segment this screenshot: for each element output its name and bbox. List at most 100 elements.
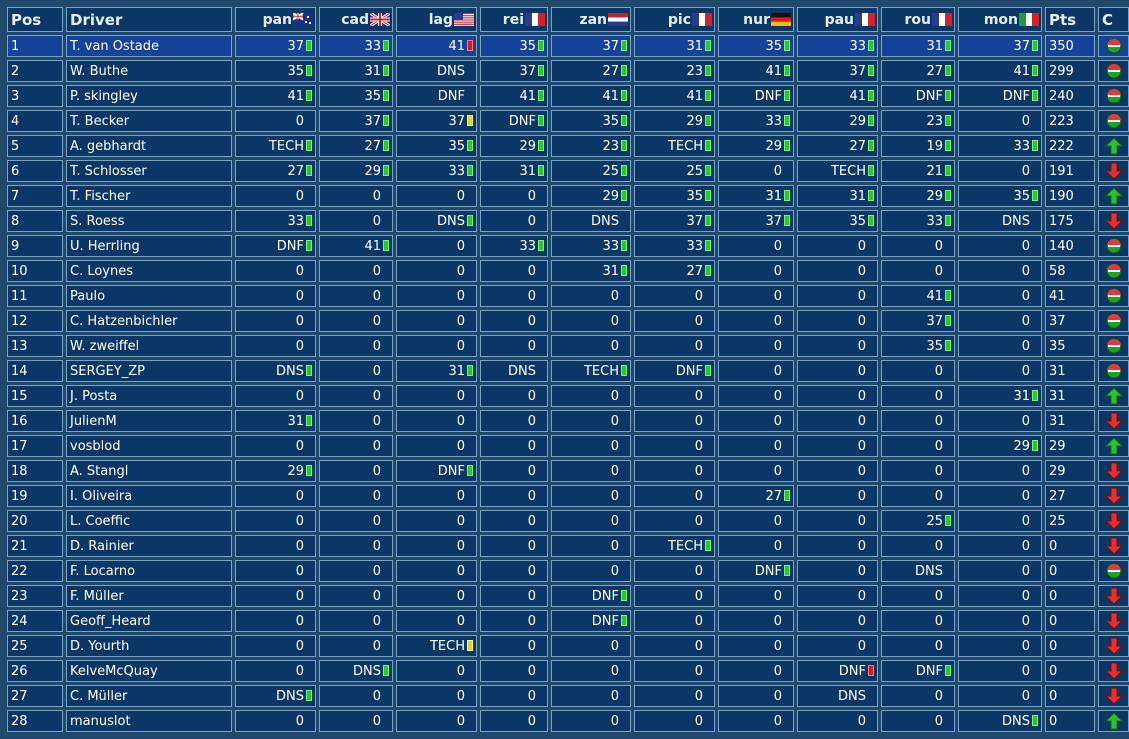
driver-name-cell[interactable]: T. Fischer: [66, 185, 232, 207]
table-row[interactable]: 3 P. skingley 41 35 DNF 41 41 41 DNF 41 DNF DNF 240: [7, 85, 1129, 107]
driver-name-cell[interactable]: manuslot: [66, 710, 232, 732]
race-result-value: 0: [1021, 538, 1030, 554]
driver-name-cell[interactable]: F. Müller: [66, 585, 232, 607]
table-row[interactable]: 22 F. Locarno 0 0 0 0 0 0 DNF 0 DNS 0 0: [7, 560, 1129, 582]
table-row[interactable]: 20 L. Coeffic 0 0 0 0 0 0 0 0 25 0 25: [7, 510, 1129, 532]
driver-name-cell[interactable]: C. Hatzenbichler: [66, 310, 232, 332]
no-change-icon: [1106, 288, 1121, 304]
driver-name-cell[interactable]: T. van Ostade: [66, 35, 232, 57]
result-marker-icon: [705, 139, 711, 151]
result-marker-empty: [538, 540, 544, 551]
table-row[interactable]: 16 JulienM 31 0 0 0 0 0 0 0 0 0 31: [7, 410, 1129, 432]
col-header-race[interactable]: lag: [396, 7, 477, 32]
table-row[interactable]: 15 J. Posta 0 0 0 0 0 0 0 0 0 31 31: [7, 385, 1129, 407]
result-marker-icon: [945, 339, 951, 351]
driver-name-cell[interactable]: KelveMcQuay: [66, 660, 232, 682]
table-row[interactable]: 13 W. zweiffel 0 0 0 0 0 0 0 0 35 0 35: [7, 335, 1129, 357]
table-row[interactable]: 19 I. Oliveira 0 0 0 0 0 0 27 0 0 0 27: [7, 485, 1129, 507]
result-marker-icon: [868, 64, 874, 76]
col-header-pos[interactable]: Pos: [7, 7, 63, 32]
result-marker-empty: [467, 190, 473, 201]
table-row[interactable]: 21 D. Rainier 0 0 0 0 0 TECH 0 0 0 0 0: [7, 535, 1129, 557]
result-marker-empty: [784, 515, 790, 526]
driver-name-cell[interactable]: I. Oliveira: [66, 485, 232, 507]
driver-name-cell[interactable]: W. Buthe: [66, 60, 232, 82]
table-row[interactable]: 17 vosblod 0 0 0 0 0 0 0 0 0 29 29: [7, 435, 1129, 457]
col-header-race[interactable]: rei: [480, 7, 548, 32]
table-row[interactable]: 5 A. gebhardt TECH 27 35 29 23 TECH 29 27 19 33 222: [7, 135, 1129, 157]
race-result-value: 37: [765, 213, 782, 229]
driver-name-cell[interactable]: D. Rainier: [66, 535, 232, 557]
driver-name-cell[interactable]: F. Locarno: [66, 560, 232, 582]
table-row[interactable]: 23 F. Müller 0 0 0 0 DNF 0 0 0 0 0 0: [7, 585, 1129, 607]
race-result-cell: DNS: [551, 210, 631, 232]
col-header-race[interactable]: pic: [634, 7, 715, 32]
table-row[interactable]: 12 C. Hatzenbichler 0 0 0 0 0 0 0 0 37 0 37: [7, 310, 1129, 332]
driver-name-cell[interactable]: L. Coeffic: [66, 510, 232, 532]
table-row[interactable]: 9 U. Herrling DNF 41 0 33 33 33 0 0 0 0 140: [7, 235, 1129, 257]
table-row[interactable]: 8 S. Roess 33 0 DNS 0 DNS 37 37 35 33 DNS 175: [7, 210, 1129, 232]
table-row[interactable]: 18 A. Stangl 29 0 DNF 0 0 0 0 0 0 0 29: [7, 460, 1129, 482]
race-result-cell: 35: [480, 35, 548, 57]
result-marker-empty: [306, 565, 312, 576]
driver-name-cell[interactable]: W. zweiffel: [66, 335, 232, 357]
table-row[interactable]: 1 T. van Ostade 37 33 41 35 37 31 35 33 31 37 350: [7, 35, 1129, 57]
points-cell: 0: [1045, 535, 1095, 557]
col-header-driver[interactable]: Driver: [66, 7, 232, 32]
table-row[interactable]: 24 Geoff_Heard 0 0 0 0 DNF 0 0 0 0 0 0: [7, 610, 1129, 632]
driver-name-cell[interactable]: Geoff_Heard: [66, 610, 232, 632]
driver-name-cell[interactable]: S. Roess: [66, 210, 232, 232]
table-row[interactable]: 28 manuslot 0 0 0 0 0 0 0 0 0 DNS 0: [7, 710, 1129, 732]
driver-name-cell[interactable]: C. Müller: [66, 685, 232, 707]
race-result-cell: 35: [958, 185, 1042, 207]
race-result-cell: 0: [551, 335, 631, 357]
driver-name-cell[interactable]: A. gebhardt: [66, 135, 232, 157]
col-header-race[interactable]: mon: [958, 7, 1042, 32]
col-header-race[interactable]: pau: [797, 7, 878, 32]
table-row[interactable]: 14 SERGEY_ZP DNS 0 31 DNS TECH DNF 0 0 0 0 31: [7, 360, 1129, 382]
race-result-cell: 0: [881, 585, 955, 607]
col-header-change[interactable]: C: [1098, 7, 1129, 32]
col-header-race[interactable]: pan: [235, 7, 316, 32]
col-header-pts[interactable]: Pts: [1045, 7, 1095, 32]
race-result-value: 41: [926, 288, 943, 304]
driver-name-cell[interactable]: Paulo: [66, 285, 232, 307]
driver-name-cell[interactable]: A. Stangl: [66, 460, 232, 482]
race-result-value: DNF: [591, 588, 619, 604]
table-row[interactable]: 10 C. Loynes 0 0 0 0 31 27 0 0 0 0 58: [7, 260, 1129, 282]
driver-name-cell[interactable]: T. Becker: [66, 110, 232, 132]
race-result-value: 37: [364, 113, 381, 129]
table-row[interactable]: 2 W. Buthe 35 31 DNS 37 27 23 41 37 27 41 299: [7, 60, 1129, 82]
table-row[interactable]: 4 T. Becker 0 37 37 DNF 35 29 33 29 23 0 223: [7, 110, 1129, 132]
driver-name-cell[interactable]: JulienM: [66, 410, 232, 432]
result-marker-empty: [1032, 590, 1038, 601]
driver-name-cell[interactable]: SERGEY_ZP: [66, 360, 232, 382]
driver-name-cell[interactable]: J. Posta: [66, 385, 232, 407]
table-row[interactable]: 27 C. Müller DNS 0 0 0 0 0 0 DNS 0 0 0: [7, 685, 1129, 707]
col-header-race[interactable]: zan: [551, 7, 631, 32]
table-row[interactable]: 26 KelveMcQuay 0 DNS 0 0 0 0 0 DNF DNF 0 0: [7, 660, 1129, 682]
col-header-race[interactable]: rou: [881, 7, 955, 32]
driver-name-cell[interactable]: vosblod: [66, 435, 232, 457]
table-row[interactable]: 11 Paulo 0 0 0 0 0 0 0 0 41 0 41: [7, 285, 1129, 307]
table-row[interactable]: 7 T. Fischer 0 0 0 0 29 35 31 31 29 35 190: [7, 185, 1129, 207]
driver-name-cell[interactable]: D. Yourth: [66, 635, 232, 657]
col-header-race[interactable]: cad: [319, 7, 393, 32]
result-marker-empty: [945, 640, 951, 651]
race-result-cell: 0: [958, 310, 1042, 332]
race-result-value: 41: [1013, 63, 1030, 79]
driver-name-cell[interactable]: U. Herrling: [66, 235, 232, 257]
race-result-cell: 0: [396, 535, 477, 557]
table-row[interactable]: 25 D. Yourth 0 0 TECH 0 0 0 0 0 0 0 0: [7, 635, 1129, 657]
race-result-value: 0: [1021, 363, 1030, 379]
table-row[interactable]: 6 T. Schlosser 27 29 33 31 25 25 0 TECH 21 0 191: [7, 160, 1129, 182]
result-marker-empty: [705, 390, 711, 401]
result-marker-empty: [306, 665, 312, 676]
col-header-race[interactable]: nur: [718, 7, 794, 32]
race-result-value: 37: [926, 313, 943, 329]
driver-name-cell[interactable]: T. Schlosser: [66, 160, 232, 182]
driver-name-cell[interactable]: P. skingley: [66, 85, 232, 107]
result-marker-icon: [621, 364, 627, 376]
driver-name-cell[interactable]: C. Loynes: [66, 260, 232, 282]
race-result-cell: 0: [551, 535, 631, 557]
